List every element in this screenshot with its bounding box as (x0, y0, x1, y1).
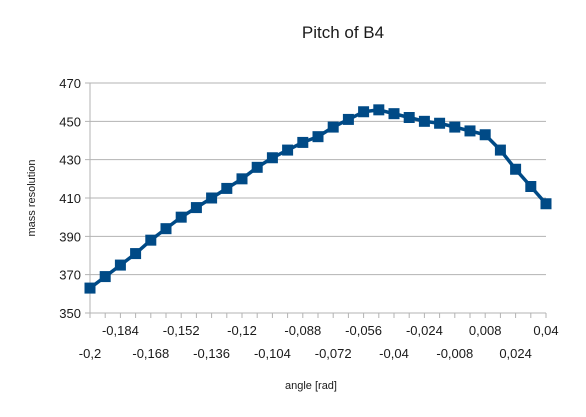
data-point (479, 129, 491, 141)
x-tick-label: -0,136 (193, 346, 230, 361)
data-point (84, 282, 96, 294)
y-tick-label: 470 (59, 76, 81, 91)
series (84, 104, 552, 294)
x-tick-label: -0,008 (436, 346, 473, 361)
data-point (99, 271, 111, 283)
x-tick-label: 0,008 (469, 323, 502, 338)
x-tick-label: -0,024 (406, 323, 443, 338)
data-point (297, 136, 309, 148)
x-tick-label: -0,072 (315, 346, 352, 361)
y-tick-label: 410 (59, 191, 81, 206)
data-point (221, 182, 233, 194)
data-point (342, 113, 354, 125)
x-tick-label: -0,104 (254, 346, 291, 361)
data-point (449, 121, 461, 133)
data-point (434, 117, 446, 129)
x-tick-label: -0,088 (284, 323, 321, 338)
y-tick-label: 350 (59, 306, 81, 321)
x-tick-label: 0,024 (499, 346, 532, 361)
y-tick-label: 430 (59, 153, 81, 168)
data-point (388, 108, 400, 120)
y-tick-label: 370 (59, 268, 81, 283)
data-point (160, 223, 172, 235)
data-point (464, 125, 476, 137)
x-tick-label: -0,184 (102, 323, 139, 338)
x-tick-label: -0,056 (345, 323, 382, 338)
data-point (373, 104, 385, 116)
data-point (282, 144, 294, 156)
data-point (358, 106, 370, 118)
y-tick-label: 390 (59, 229, 81, 244)
data-point (145, 234, 157, 246)
data-point (251, 161, 263, 173)
x-tick-labels: -0,184 -0,152 -0,12 -0,088 -0,056 -0,024 0,008… (79, 323, 559, 361)
data-point (266, 152, 278, 164)
data-point (525, 181, 537, 192)
y-tick-label: 450 (59, 114, 81, 129)
data-point (130, 248, 142, 260)
chart-title: Pitch of B4 (302, 23, 384, 42)
data-point (206, 192, 218, 204)
x-tick-label: 0,04 (533, 323, 558, 338)
data-point (175, 211, 187, 223)
data-point (494, 144, 506, 156)
x-axis-label: angle [rad] (285, 380, 337, 392)
y-tick-labels: 350 370 390 410 430 450 470 (59, 76, 81, 321)
x-tick-label: -0,04 (379, 346, 409, 361)
x-tick-label: -0,12 (227, 323, 257, 338)
data-point (327, 121, 339, 133)
x-tick-label: -0,168 (132, 346, 169, 361)
data-point (236, 173, 248, 185)
data-point (403, 112, 415, 123)
x-tick-label: -0,2 (79, 346, 101, 361)
data-point (510, 163, 522, 175)
axes (85, 83, 547, 318)
data-point (114, 259, 126, 271)
data-point (418, 115, 430, 127)
data-point (190, 202, 202, 214)
y-axis-label: mass resolution (26, 159, 38, 236)
data-point (312, 131, 324, 143)
data-point (540, 198, 552, 210)
x-tick-label: -0,152 (163, 323, 200, 338)
